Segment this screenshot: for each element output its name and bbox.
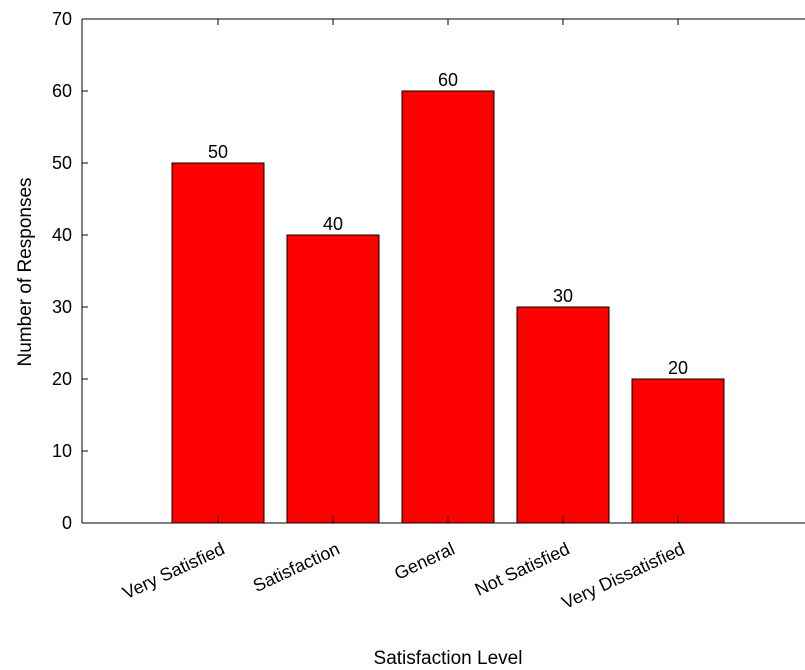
x-axis-title: Satisfaction Level <box>374 648 523 669</box>
bar-very-satisfied <box>171 162 265 524</box>
data-label: 40 <box>323 214 343 234</box>
bars-group <box>171 90 725 524</box>
data-label: 30 <box>553 286 573 306</box>
y-tick-label: 50 <box>52 153 72 173</box>
data-label: 50 <box>208 142 228 162</box>
y-tick-label: 0 <box>62 513 72 533</box>
axes-group <box>81 18 805 524</box>
y-tick-label: 60 <box>52 81 72 101</box>
x-tick-label: Not Satisfied <box>472 538 573 599</box>
x-tick-label: General <box>391 538 457 583</box>
data-label: 20 <box>668 358 688 378</box>
y-axis-title: Number of Responses <box>15 177 36 366</box>
bar-not-satisfied <box>516 306 610 524</box>
bar-very-dissatisfied <box>631 378 725 524</box>
x-tick-label: Satisfaction <box>250 538 343 595</box>
x-tick-label: Very Satisfied <box>119 538 227 603</box>
y-tick-label: 20 <box>52 369 72 389</box>
data-label: 60 <box>438 70 458 90</box>
y-tick-label: 30 <box>52 297 72 317</box>
y-tick-label: 10 <box>52 441 72 461</box>
y-tick-label: 70 <box>52 9 72 29</box>
x-tick-label: Very Dissatisfied <box>559 538 688 612</box>
bar-general <box>401 90 495 524</box>
bar-satisfaction <box>286 234 380 524</box>
y-tick-label: 40 <box>52 225 72 245</box>
